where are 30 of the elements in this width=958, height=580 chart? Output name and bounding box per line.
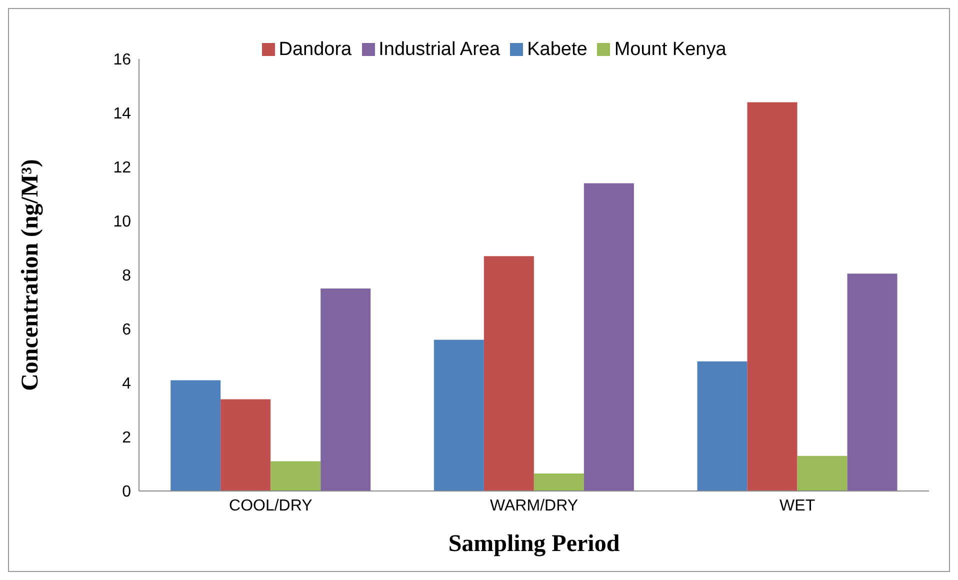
bar [797, 456, 848, 491]
y-tick-label: 0 [122, 484, 132, 501]
x-tick-label: WET [780, 497, 816, 514]
bar [584, 183, 634, 491]
y-tick-label: 6 [122, 322, 132, 339]
bar [320, 288, 371, 491]
legend-label: Dandora [278, 39, 352, 60]
bar [220, 399, 271, 491]
y-tick-label: 8 [122, 268, 132, 285]
y-tick-label: 2 [122, 430, 132, 447]
y-tick-label: 12 [113, 160, 132, 177]
bar [170, 380, 221, 491]
x-tick-label: WARM/DRY [490, 497, 578, 514]
legend-label: Mount Kenya [614, 39, 726, 60]
bar [270, 461, 321, 491]
y-axis-title: Concentration (ng/M³) [18, 159, 44, 391]
bar [697, 361, 748, 491]
y-tick-label: 10 [113, 214, 132, 231]
legend-label: Kabete [527, 39, 588, 60]
bar [534, 473, 584, 491]
bar [434, 340, 484, 491]
y-tick-label: 14 [113, 106, 132, 123]
x-tick-label: COOL/DRY [229, 497, 313, 514]
x-axis-title: Sampling Period [448, 531, 620, 557]
legend-label: Industrial Area [378, 39, 500, 60]
y-tick-label: 16 [113, 52, 132, 69]
bar [484, 256, 534, 491]
y-tick-label: 4 [122, 376, 132, 393]
bar [747, 102, 798, 491]
bar [847, 274, 898, 491]
